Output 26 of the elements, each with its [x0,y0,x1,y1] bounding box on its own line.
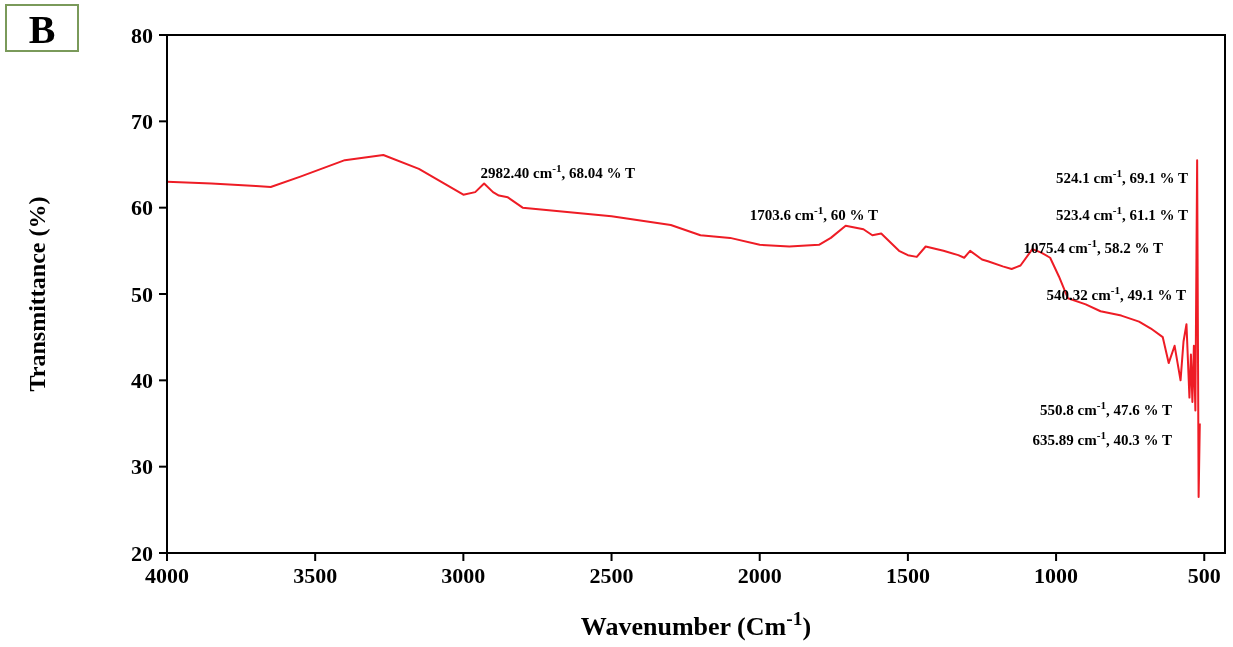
chart-title: B [28,7,56,52]
y-tick-label: 60 [131,195,153,221]
x-tick-label: 3000 [441,563,486,588]
annotation: 2982.40 cm$^{-1}$, 68.04 % T [480,162,635,181]
line-series [166,154,1201,498]
x-tick-label: 4000 [145,563,189,588]
annotation: 524.1 cm$^{-1}$, 69.1 % T [1055,167,1188,186]
y-tick-label: 80 [131,22,153,48]
y-tick-label: 50 [131,281,153,307]
annotation: 523.4 cm$^{-1}$, 61.1 % T [1055,204,1188,223]
y-axis-title: Transmittance (%) [24,196,50,392]
x-tick-label: 2000 [737,563,782,588]
annotation: 635.89 cm$^{-1}$, 40.3 % T [1032,429,1172,448]
y-tick-label: 20 [131,540,153,566]
y-tick-label: 70 [131,109,153,135]
annotation: 550.8 cm$^{-1}$, 47.6 % T [1039,399,1172,418]
annotation: 1703.6 cm$^{-1}$, 60 % T [749,204,878,223]
y-tick-label: 30 [131,454,153,480]
x-tick-label: 3500 [293,563,338,588]
x-axis-title: Wavenumber (Cm$^{-1}$) [580,607,812,641]
annotation: 1075.4 cm$^{-1}$, 58.2 % T [1023,237,1163,256]
x-tick-label: 1500 [885,563,930,588]
x-tick-label: 2500 [589,563,634,588]
x-tick-label: 1000 [1034,563,1079,588]
x-tick-label: 500 [1187,563,1221,588]
y-tick-label: 40 [131,368,153,394]
